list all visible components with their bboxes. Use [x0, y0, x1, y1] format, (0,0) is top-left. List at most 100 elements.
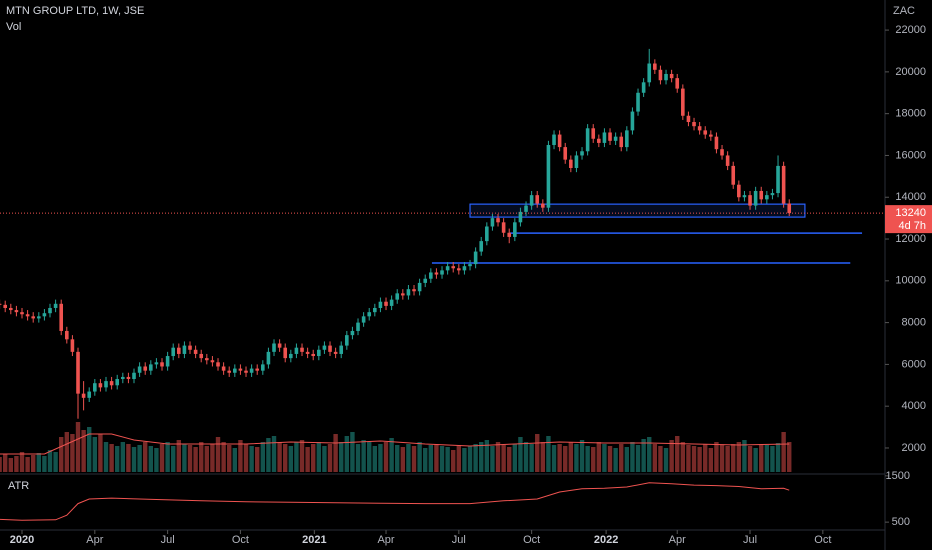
volume-bar	[731, 444, 736, 472]
candle-body	[272, 343, 276, 352]
candle-body	[81, 393, 86, 398]
volume-bar	[607, 446, 613, 472]
candle-body	[48, 307, 52, 314]
candle-body	[350, 330, 355, 336]
volume-bar	[3, 454, 8, 472]
candle-body	[737, 184, 741, 198]
volume-bar	[249, 446, 254, 472]
candle-body	[9, 307, 13, 311]
candle-body	[294, 347, 299, 354]
volume-bar	[747, 446, 753, 472]
volume-bar	[686, 445, 691, 472]
last-price-box	[885, 205, 932, 234]
candle-body	[546, 145, 551, 208]
volume-bar	[367, 442, 372, 472]
volume-bar	[53, 452, 58, 472]
candle-body	[188, 345, 192, 350]
candle-body	[765, 195, 769, 200]
candle-body	[507, 232, 512, 237]
volume-bar	[568, 442, 574, 472]
volume-bar	[512, 444, 518, 472]
volume-bar	[473, 444, 478, 472]
candle-body	[641, 82, 646, 93]
volume-bar	[182, 444, 187, 472]
volume-bar	[25, 457, 30, 472]
candle-body	[490, 218, 495, 227]
candle-body	[462, 266, 467, 271]
candle-body	[675, 78, 680, 89]
volume-bar	[529, 444, 534, 472]
volume-bar	[109, 444, 114, 472]
candle-body	[76, 351, 80, 394]
candle-body	[14, 310, 19, 313]
candle-body	[109, 381, 114, 386]
candle-body	[714, 136, 719, 150]
candle-body	[361, 316, 366, 323]
volume-bar	[327, 444, 333, 472]
candle-body	[137, 366, 142, 373]
volume-bar	[154, 448, 159, 472]
candle-body	[664, 73, 668, 81]
y2-tick-label: 1500	[886, 470, 910, 482]
candle-body	[266, 351, 271, 365]
y-tick-label: 22000	[895, 24, 926, 36]
candle-body	[182, 345, 187, 354]
candle-body	[317, 349, 321, 357]
volume-bar	[467, 446, 473, 472]
candle-body	[132, 372, 136, 380]
candle-body	[339, 345, 344, 354]
volume-bar	[333, 434, 338, 472]
last-price-label: 13240	[895, 207, 926, 219]
candle-body	[585, 128, 590, 152]
candle-body	[289, 353, 293, 359]
candle-body	[373, 307, 377, 313]
volume-bar	[81, 430, 86, 472]
y-tick-label: 2000	[902, 442, 926, 454]
volume-bar	[635, 445, 641, 472]
volume-bar	[490, 446, 495, 472]
volume-bar	[316, 442, 322, 472]
candle-body	[686, 115, 691, 123]
candle-body	[210, 360, 215, 363]
candle-body	[557, 134, 562, 148]
candle-body	[468, 264, 472, 267]
volume-bar	[658, 446, 663, 472]
volume-bar	[400, 447, 406, 472]
candle-body	[787, 203, 792, 214]
candle-body	[389, 299, 394, 306]
volume-bar	[288, 446, 294, 472]
candle-body	[669, 73, 674, 79]
candle-body	[440, 270, 444, 275]
plot: 2000 4000 6000 8000 10000 12000 14000 16000 1800…	[0, 24, 926, 546]
candle-body	[104, 381, 108, 388]
candle-body	[261, 364, 265, 371]
candle-body	[770, 193, 775, 196]
volume-bar	[339, 442, 344, 472]
volume-bar	[708, 448, 714, 472]
x-tick-label: Oct	[814, 534, 831, 546]
volume-bar	[120, 442, 126, 472]
volume-bar	[47, 450, 53, 472]
volume-bar	[378, 444, 383, 472]
volume-bar	[479, 442, 484, 472]
volume-bar	[680, 442, 686, 472]
candle-body	[171, 347, 176, 357]
atr-label: ATR	[8, 480, 29, 492]
volume-bar	[417, 442, 422, 472]
candle-body	[591, 128, 596, 139]
candle-body	[378, 301, 383, 308]
candle-body	[681, 88, 685, 116]
candle-body	[65, 330, 69, 340]
volume-bar	[75, 422, 81, 472]
volume-bar	[770, 446, 775, 472]
volume-bar	[238, 440, 243, 472]
volume-bar	[669, 440, 674, 472]
volume-label: Vol	[6, 21, 21, 33]
volume-bar	[546, 436, 551, 472]
candle-body	[563, 147, 568, 160]
candle-body	[703, 130, 708, 135]
zone-box	[469, 203, 806, 218]
volume-bar	[383, 442, 389, 472]
volume-bar	[372, 446, 378, 472]
